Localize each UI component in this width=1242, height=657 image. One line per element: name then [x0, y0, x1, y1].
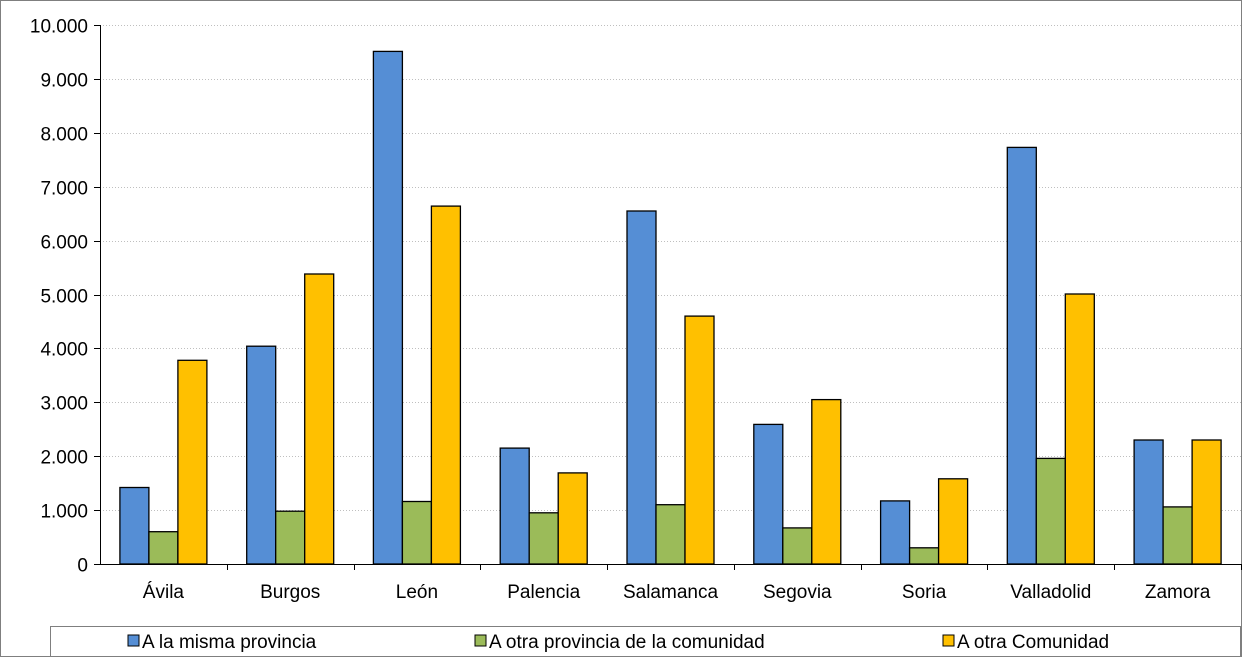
legend-item: A otra provincia de la comunidad [474, 632, 765, 653]
x-tick-label: Valladolid [1010, 582, 1091, 603]
bar-4-2 [684, 315, 715, 565]
bar-2-1 [401, 500, 433, 565]
x-tick-label: Burgos [260, 582, 320, 603]
y-tick-label: 7.000 [40, 179, 88, 200]
bar-5-0 [753, 423, 784, 565]
legend-box [50, 626, 1241, 657]
bar-4-1 [655, 504, 686, 565]
x-tick-label: León [396, 582, 438, 603]
bar-6-2 [937, 478, 969, 565]
bar-3-1 [528, 512, 559, 565]
legend-swatch [942, 634, 955, 647]
bar-2-0 [372, 50, 404, 565]
bar-3-0 [499, 447, 530, 565]
axes [94, 25, 1242, 570]
x-tick-labels: Ávila Burgos León Palencia Salamanca Segovia S… [143, 582, 1211, 603]
legend-swatch [127, 634, 140, 647]
y-tick-label: 6.000 [40, 233, 88, 254]
x-tick-label: Zamora [1145, 582, 1211, 603]
bar-1-1 [275, 510, 306, 565]
y-tick-label: 8.000 [40, 125, 88, 146]
y-tick-label: 2.000 [40, 448, 88, 469]
x-tick-label: Ávila [143, 582, 185, 603]
x-tick-label: Segovia [763, 582, 832, 603]
bar-6-0 [879, 500, 911, 565]
legend-label: A otra provincia de la comunidad [489, 632, 765, 653]
legend-label: A otra Comunidad [957, 632, 1109, 653]
bar-0-1 [148, 531, 179, 565]
bar-1-0 [246, 345, 277, 565]
y-tick-label: 5.000 [40, 287, 88, 308]
bar-7-1 [1035, 457, 1066, 565]
bar-4-0 [626, 210, 657, 565]
bars [119, 50, 1222, 565]
bar-8-0 [1133, 439, 1164, 565]
bar-6-1 [908, 547, 940, 565]
x-tick-label: Palencia [507, 582, 580, 603]
y-tick-label: 0 [77, 556, 88, 577]
bar-5-2 [811, 398, 842, 565]
legend: A la misma provincia A otra provincia de … [50, 626, 1241, 657]
y-tick-label: 10.000 [30, 17, 88, 38]
legend-item: A otra Comunidad [942, 632, 1109, 653]
bar-1-2 [304, 273, 335, 565]
bar-7-2 [1064, 293, 1095, 565]
y-tick-label: 4.000 [40, 340, 88, 361]
legend-label: A la misma provincia [142, 632, 317, 653]
x-tick-label: Soria [902, 582, 947, 603]
bar-2-2 [430, 205, 462, 565]
bar-8-1 [1162, 506, 1193, 565]
y-tick-label: 1.000 [40, 502, 88, 523]
bar-7-0 [1006, 146, 1037, 565]
y-tick-label: 9.000 [40, 71, 88, 92]
y-tick-label: 3.000 [40, 394, 88, 415]
bar-0-2 [177, 359, 208, 565]
legend-item: A la misma provincia [127, 632, 317, 653]
y-tick-labels: 0 1.000 2.000 3.000 4.000 5.000 6.000 7.000 8.00… [30, 17, 88, 577]
bar-0-0 [119, 486, 150, 565]
x-tick-label: Salamanca [623, 582, 718, 603]
legend-swatch [474, 634, 487, 647]
bar-8-2 [1191, 439, 1222, 565]
bar-5-1 [782, 527, 813, 565]
bar-3-2 [557, 472, 588, 565]
